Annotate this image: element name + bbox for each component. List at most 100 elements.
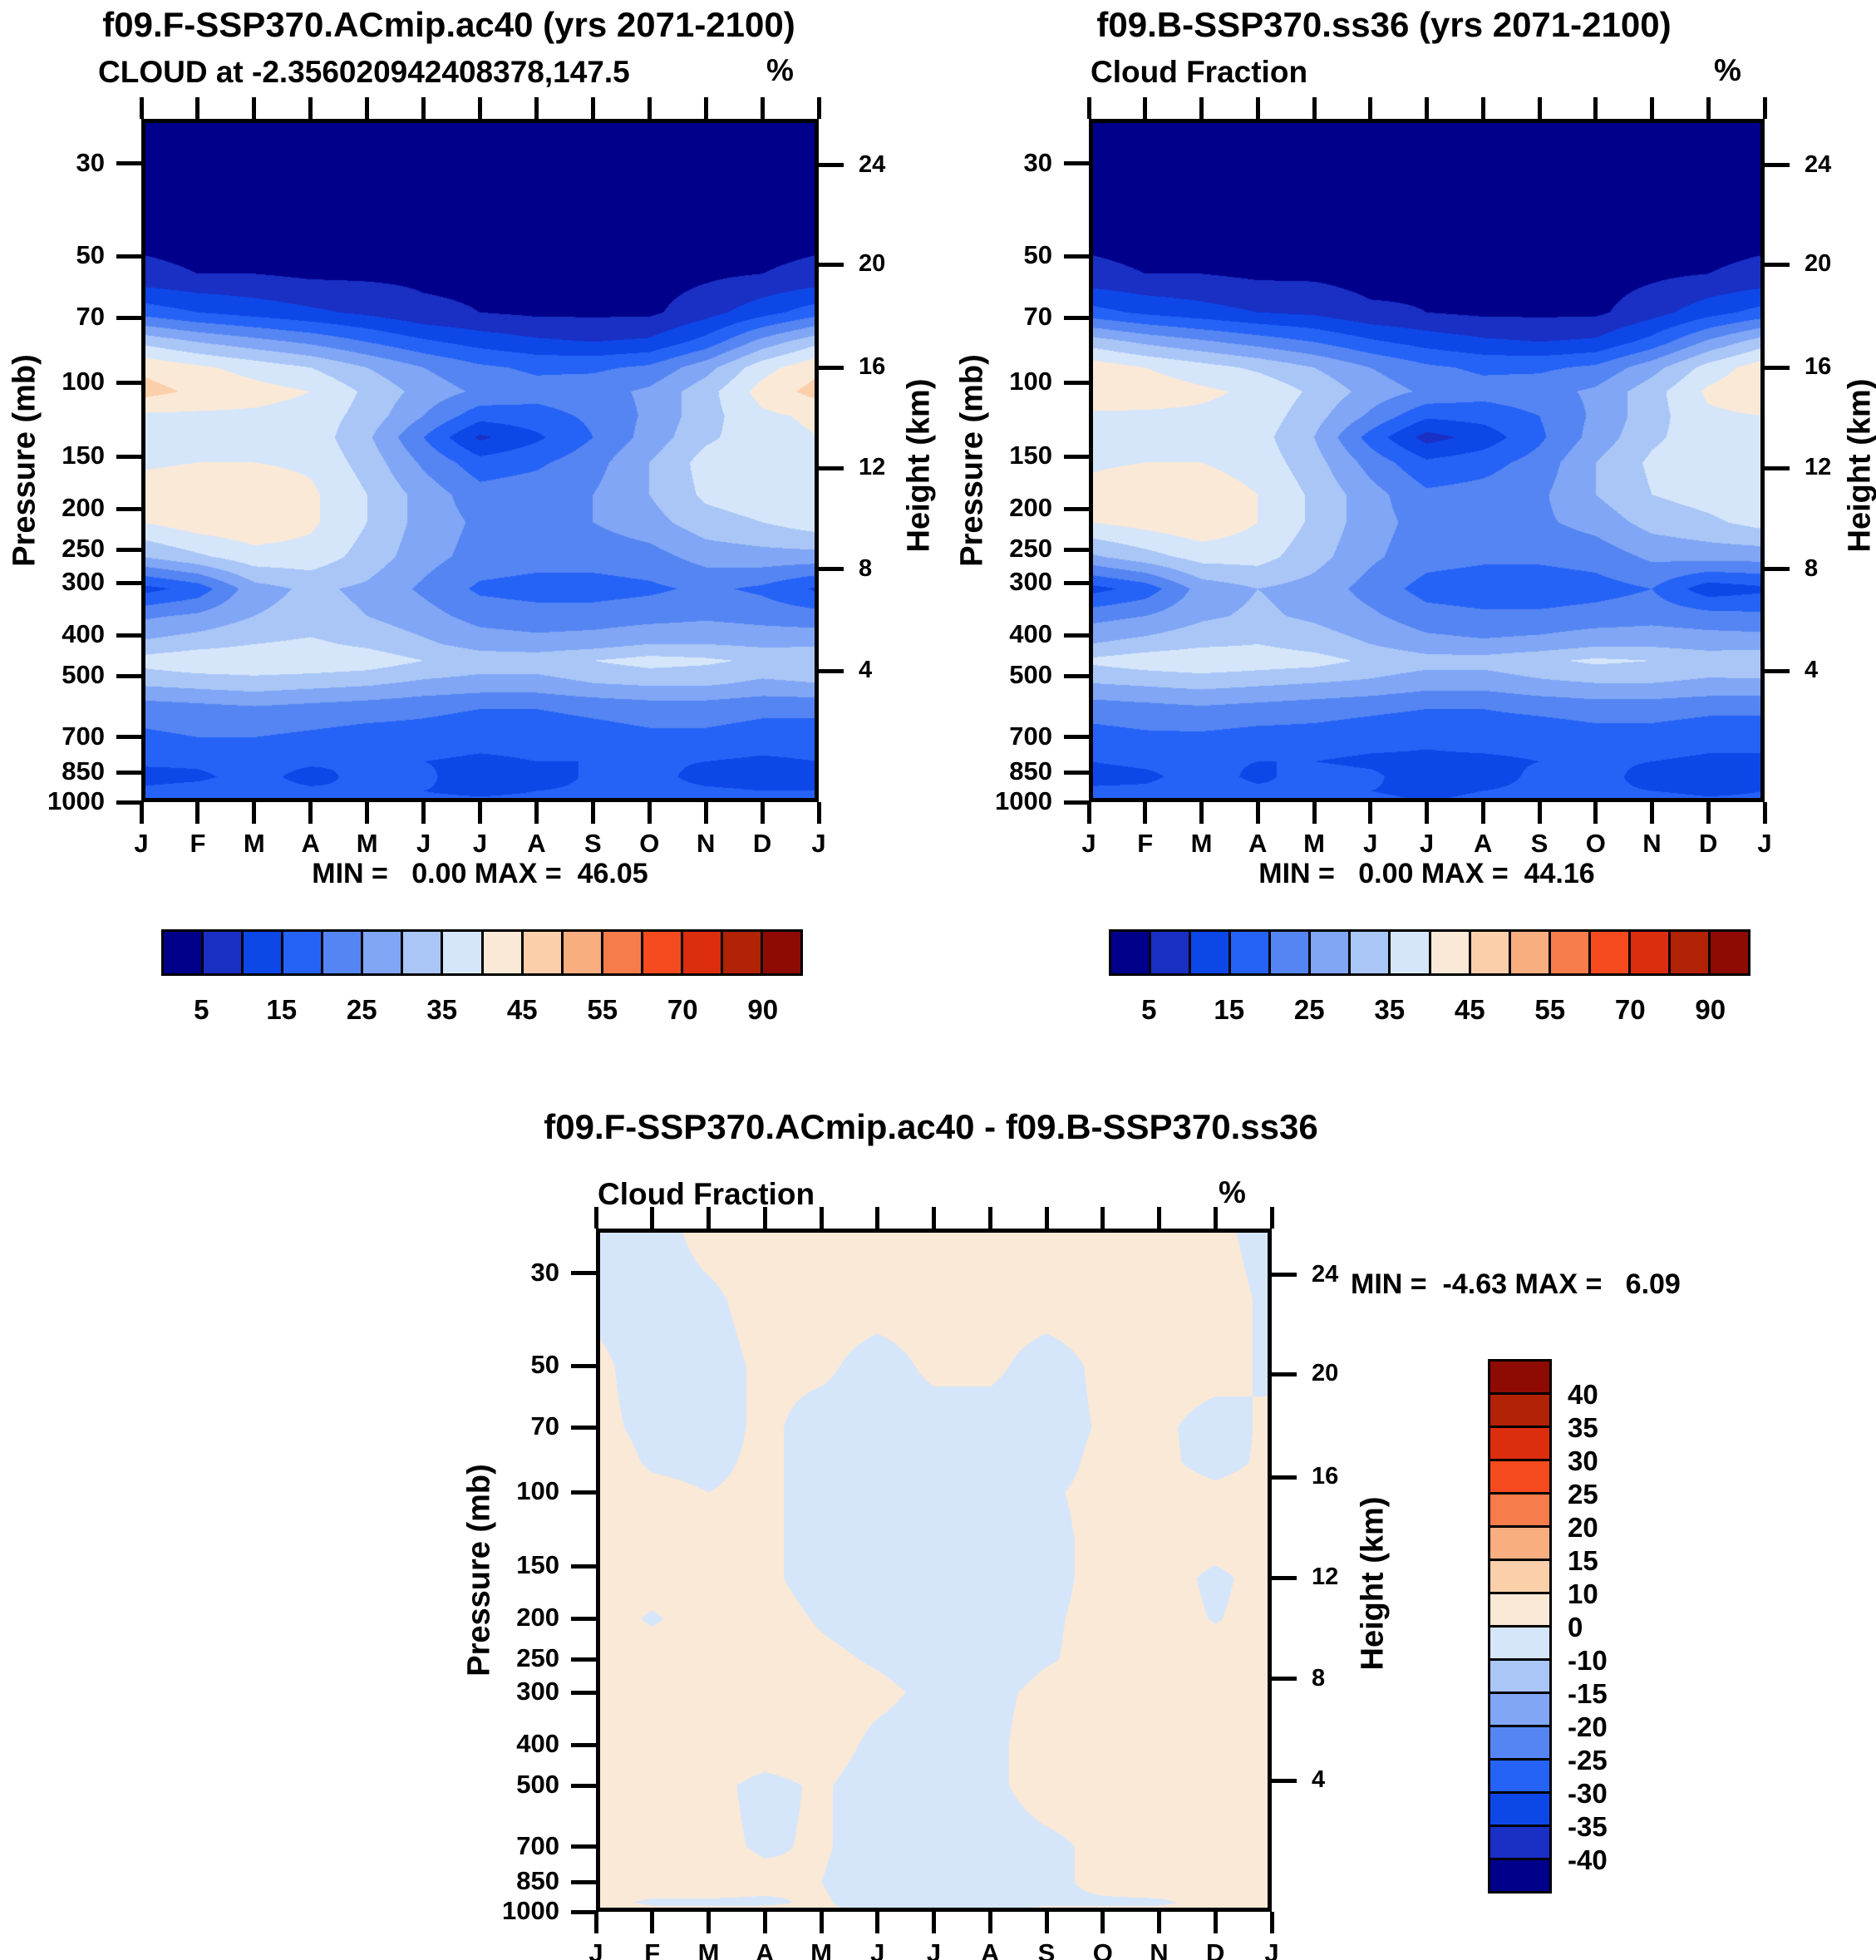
month-tick-label: O	[1585, 829, 1606, 858]
month-tick-label: O	[639, 829, 660, 858]
panel-3-subtitle: Cloud Fraction	[598, 1177, 815, 1211]
colorbar-label: 20	[1568, 1512, 1598, 1543]
height-tick-label: 16	[1805, 353, 1832, 381]
month-tick-label: J	[1264, 1938, 1279, 1960]
colorbar-swatch	[1488, 1559, 1552, 1594]
colorbar	[161, 929, 803, 976]
colorbar-label: 55	[587, 994, 618, 1025]
month-tick-label: A	[301, 829, 320, 858]
colorbar-swatch	[1488, 1426, 1552, 1461]
height-tick	[819, 668, 844, 673]
month-tick-top	[1255, 97, 1260, 119]
pressure-tick	[116, 254, 141, 259]
month-tick-bottom	[1086, 802, 1091, 824]
colorbar-swatch	[1488, 1725, 1552, 1761]
colorbar-label: 5	[1141, 994, 1157, 1025]
month-tick-label: M	[697, 1938, 720, 1960]
colorbar-label: 25	[1568, 1479, 1598, 1509]
pressure-tick-label: 100	[516, 1476, 559, 1506]
month-tick-bottom	[534, 802, 539, 824]
colorbar-swatch	[1488, 1459, 1552, 1495]
pressure-tick-label: 850	[62, 756, 105, 786]
panel-1-subtitle: CLOUD at -2.356020942408378,147.5	[98, 55, 630, 89]
colorbar-swatch	[361, 929, 404, 976]
colorbar-swatch	[321, 929, 364, 976]
colorbar	[1488, 1359, 1552, 1894]
month-tick-top	[308, 97, 313, 119]
height-tick-label: 16	[859, 353, 886, 381]
month-tick-bottom	[478, 802, 482, 824]
colorbar-swatch	[1488, 1625, 1552, 1661]
month-tick-bottom	[195, 802, 200, 824]
pressure-tick	[571, 1271, 596, 1276]
month-tick-bottom	[1480, 802, 1485, 824]
month-tick-bottom	[1213, 1912, 1218, 1933]
height-tick	[1272, 1372, 1297, 1376]
colorbar-swatch	[600, 929, 643, 976]
month-tick-top	[1537, 97, 1542, 119]
pressure-tick-label: 400	[516, 1729, 559, 1759]
colorbar-swatch	[1548, 929, 1591, 976]
pressure-tick	[116, 633, 141, 638]
month-tick-bottom	[987, 1912, 992, 1933]
month-tick-bottom	[308, 802, 313, 824]
month-tick-label: M	[1190, 829, 1213, 858]
colorbar-swatch	[281, 929, 324, 976]
colorbar-label: 70	[667, 994, 698, 1025]
pressure-tick	[1064, 454, 1089, 459]
panel-2-frame	[1089, 119, 1765, 802]
height-tick	[819, 262, 844, 267]
colorbar-label: 15	[266, 994, 298, 1025]
month-tick-label: J	[870, 1938, 885, 1960]
pressure-tick	[1064, 673, 1089, 678]
pressure-tick	[571, 1363, 596, 1368]
month-tick-label: M	[243, 829, 265, 858]
pressure-tick-label: 500	[1009, 660, 1052, 690]
pressure-tick-label: 150	[1009, 441, 1052, 470]
height-tick-label: 8	[859, 554, 873, 582]
colorbar-label: 45	[1454, 994, 1485, 1025]
month-tick-label: F	[644, 1938, 661, 1960]
month-tick-bottom	[1269, 1912, 1274, 1933]
height-tick	[819, 163, 844, 168]
month-tick-top	[762, 1207, 767, 1229]
pressure-tick-label: 50	[76, 240, 105, 270]
height-tick-label: 24	[1312, 1260, 1339, 1288]
month-tick-bottom	[707, 1912, 711, 1933]
pressure-tick	[1064, 800, 1089, 805]
panel-3-contour-plot	[596, 1229, 1272, 1912]
month-tick-bottom	[650, 1912, 655, 1933]
panel-1-unit-label: %	[766, 53, 794, 87]
pressure-tick	[1064, 254, 1089, 259]
colorbar-swatch	[1488, 1359, 1552, 1395]
colorbar-swatch	[1667, 929, 1711, 976]
height-tick	[1272, 1475, 1297, 1480]
month-tick-label: A	[756, 1938, 775, 1960]
month-tick-top	[987, 1207, 992, 1229]
colorbar-swatch	[520, 929, 564, 976]
colorbar-label: -10	[1568, 1645, 1608, 1676]
month-tick-bottom	[703, 802, 708, 824]
pressure-tick	[571, 1425, 596, 1430]
pressure-tick	[116, 315, 141, 320]
colorbar-swatch	[1488, 1525, 1552, 1561]
panel-1-frame	[141, 119, 819, 802]
height-tick-label: 4	[1312, 1766, 1326, 1794]
pressure-tick-label: 700	[62, 721, 105, 751]
month-tick-label: S	[1037, 1938, 1056, 1960]
pressure-tick-label: 70	[530, 1411, 559, 1441]
month-tick-label: J	[1757, 829, 1772, 858]
height-tick	[819, 567, 844, 572]
month-tick-top	[1368, 97, 1373, 119]
colorbar-swatch	[161, 929, 204, 976]
colorbar-swatch	[1229, 929, 1272, 976]
panel-1-title: f09.F-SSP370.ACmip.ac40 (yrs 2071-2100)	[102, 5, 795, 44]
height-tick-label: 20	[1312, 1360, 1339, 1387]
colorbar-swatch	[1627, 929, 1671, 976]
pressure-tick	[571, 1909, 596, 1914]
colorbar-label: 15	[1214, 994, 1245, 1025]
month-tick-bottom	[1706, 802, 1711, 824]
month-tick-label: D	[1699, 829, 1718, 858]
colorbar-label: 55	[1534, 994, 1566, 1025]
